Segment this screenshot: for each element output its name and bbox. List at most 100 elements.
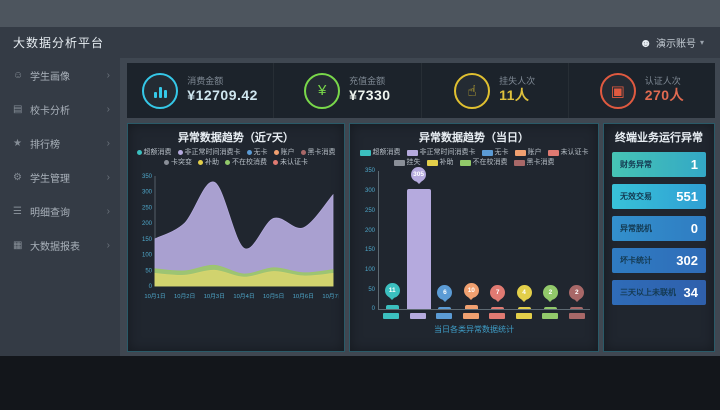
legend-item[interactable]: 无卡 bbox=[246, 149, 268, 157]
legend-item[interactable]: 卡突变 bbox=[164, 159, 192, 167]
legend-label: 黑卡消费 bbox=[307, 149, 336, 156]
bar-column-无卡[interactable]: 6 bbox=[433, 285, 457, 310]
bar-value-balloon: 11 bbox=[384, 283, 400, 299]
legend-item[interactable]: 无卡 bbox=[481, 149, 509, 157]
svg-text:10月3日: 10月3日 bbox=[204, 293, 225, 300]
bar bbox=[385, 305, 399, 310]
legend-item[interactable]: 不在校消费 bbox=[225, 159, 267, 167]
terminal-row-坏卡统计[interactable]: 坏卡统计 302 bbox=[612, 248, 706, 273]
legend-label: 卡突变 bbox=[171, 158, 192, 166]
bar-column-超额消费[interactable]: 11 bbox=[380, 283, 404, 310]
sidebar-item-明细查询[interactable]: ☰ 明细查询 › bbox=[0, 194, 120, 228]
kpi-label: 挂失人次 bbox=[499, 76, 536, 87]
user-name: 演示账号 bbox=[655, 39, 696, 50]
swatch-slot bbox=[512, 313, 536, 320]
svg-text:350: 350 bbox=[142, 174, 153, 180]
bar bbox=[517, 307, 531, 310]
sidebar-item-label: 学生画像 bbox=[30, 71, 70, 83]
bar-column-账户[interactable]: 10 bbox=[459, 283, 483, 310]
terminal-row-财务异常[interactable]: 财务异常 1 bbox=[612, 152, 706, 177]
bar-column-黑卡消费[interactable]: 2 bbox=[565, 285, 589, 310]
svg-text:250: 250 bbox=[142, 206, 153, 212]
legend-label: 挂失 bbox=[406, 158, 421, 166]
bar-column-不在校消费[interactable]: 2 bbox=[538, 285, 562, 310]
kpi-card[interactable]: ▣ 认证人次 270人 bbox=[567, 63, 715, 118]
legend-item[interactable]: 未认证卡 bbox=[547, 149, 589, 157]
chevron-right-icon: › bbox=[106, 69, 110, 81]
legend-dot-icon bbox=[246, 150, 252, 156]
chevron-right-icon: › bbox=[106, 137, 110, 149]
balloon-tail bbox=[415, 181, 422, 187]
legend-dot-icon bbox=[198, 160, 203, 166]
bar-column-补助[interactable]: 4 bbox=[512, 285, 536, 310]
kpi-text: 挂失人次 11人 bbox=[499, 76, 535, 105]
terminal-row-label: 坏卡统计 bbox=[620, 256, 652, 265]
category-swatch-不在校消费 bbox=[542, 313, 559, 320]
swatch-slot bbox=[432, 313, 456, 320]
legend-label: 补助 bbox=[205, 158, 219, 166]
kpi-card[interactable]: ¥ 充值金额 ¥7330 bbox=[273, 63, 420, 118]
y-axis-tick: 300 bbox=[364, 188, 375, 195]
user-menu[interactable]: ☻ 演示账号 ▾ bbox=[639, 35, 704, 51]
sidebar-item-大数据报表[interactable]: ▦ 大数据报表 › bbox=[0, 228, 120, 262]
svg-text:10月6日: 10月6日 bbox=[293, 293, 314, 300]
legend-sq-icon bbox=[406, 149, 418, 156]
sidebar-item-排行榜[interactable]: ★ 排行榜 › bbox=[0, 126, 120, 160]
legend-label: 不在校消费 bbox=[472, 158, 508, 166]
svg-text:10月7日: 10月7日 bbox=[322, 293, 339, 300]
bar bbox=[406, 189, 431, 310]
sidebar-item-学生画像[interactable]: ☺ 学生画像 › bbox=[0, 58, 120, 92]
legend-item[interactable]: 未认证卡 bbox=[273, 159, 308, 167]
sidebar-item-label: 大数据报表 bbox=[30, 241, 80, 253]
svg-text:150: 150 bbox=[142, 237, 153, 243]
terminal-row-value: 302 bbox=[676, 253, 698, 268]
legend-item[interactable]: 超额消费 bbox=[136, 149, 172, 157]
dashboard-panels: 异常数据趋势（近7天） 超额消费 非正常时间消费卡 无卡 账户 黑卡消费 卡突变 补助 不在校… bbox=[127, 123, 715, 352]
bar bbox=[438, 307, 452, 310]
kpi-card[interactable]: 消费金额 ¥12709.42 bbox=[127, 63, 273, 118]
chevron-right-icon: › bbox=[106, 171, 110, 183]
sidebar-item-学生管理[interactable]: ⚙ 学生管理 › bbox=[0, 160, 120, 194]
terminal-row-label: 无效交易 bbox=[620, 192, 652, 201]
sidebar: ☺ 学生画像 › ▤ 校卡分析 › ★ 排行榜 › ⚙ 学生管理 › ☰ 明细查询 › ▦ 大数据报表 › bbox=[0, 58, 120, 356]
ranking-icon: ★ bbox=[13, 137, 22, 149]
sidebar-item-校卡分析[interactable]: ▤ 校卡分析 › bbox=[0, 92, 120, 126]
legend-dot-icon bbox=[300, 150, 306, 156]
svg-text:0: 0 bbox=[149, 284, 153, 290]
bar-chart: 11 305 6 10 7 4 2 2 0 50 100 150 200 250 300 350 bbox=[365, 167, 590, 312]
legend-item[interactable]: 黑卡消费 bbox=[513, 159, 555, 167]
legend-item[interactable]: 账户 bbox=[514, 149, 542, 157]
bar bbox=[570, 307, 584, 310]
legend-item[interactable]: 补助 bbox=[426, 159, 454, 167]
kpi-value: 270人 bbox=[644, 87, 685, 104]
terminal-row-三天以上未联机[interactable]: 三天以上未联机 34 bbox=[612, 280, 706, 305]
chevron-right-icon: › bbox=[106, 205, 110, 217]
legend-sq-icon bbox=[481, 149, 493, 156]
terminal-row-无效交易[interactable]: 无效交易 551 bbox=[612, 184, 706, 209]
legend-item[interactable]: 非正常时间消费卡 bbox=[406, 149, 476, 157]
bar-column-未认证卡[interactable]: 7 bbox=[486, 284, 510, 310]
kpi-value: 11人 bbox=[499, 87, 530, 104]
category-swatch-未认证卡 bbox=[489, 313, 506, 320]
legend-item[interactable]: 挂失 bbox=[393, 158, 421, 167]
trend-7day-legend: 超额消费 非正常时间消费卡 无卡 账户 黑卡消费卡突变 补助 不在校消费 未认证卡 bbox=[133, 148, 339, 167]
bar-value-balloon: 4 bbox=[516, 285, 532, 301]
kpi-card[interactable]: ☝ 挂失人次 11人 bbox=[420, 63, 568, 118]
legend-sq-icon bbox=[393, 159, 405, 166]
bar-column-非正常时间消费卡[interactable]: 305 bbox=[406, 167, 431, 310]
terminal-row-异常脱机[interactable]: 异常脱机 0 bbox=[612, 216, 706, 241]
legend-item[interactable]: 黑卡消费 bbox=[300, 149, 336, 157]
y-axis-tick: 0 bbox=[371, 306, 375, 313]
legend-item[interactable]: 超额消费 bbox=[359, 149, 401, 157]
legend-sq-icon bbox=[513, 159, 525, 166]
legend-dot-icon bbox=[177, 150, 183, 156]
legend-item[interactable]: 不在校消费 bbox=[459, 158, 508, 167]
trend-today-panel: 异常数据趋势（当日） 超额消费 非正常时间消费卡 无卡 账户 未认证卡 挂失 补助 不在校消费… bbox=[349, 123, 599, 352]
chevron-down-icon: ▾ bbox=[699, 38, 704, 47]
legend-item[interactable]: 账户 bbox=[273, 149, 295, 157]
detail-query-icon: ☰ bbox=[13, 205, 22, 217]
legend-item[interactable]: 补助 bbox=[198, 159, 219, 167]
terminal-row-label: 异常脱机 bbox=[620, 224, 652, 233]
svg-text:10月4日: 10月4日 bbox=[233, 293, 254, 300]
legend-item[interactable]: 非正常时间消费卡 bbox=[177, 149, 241, 157]
